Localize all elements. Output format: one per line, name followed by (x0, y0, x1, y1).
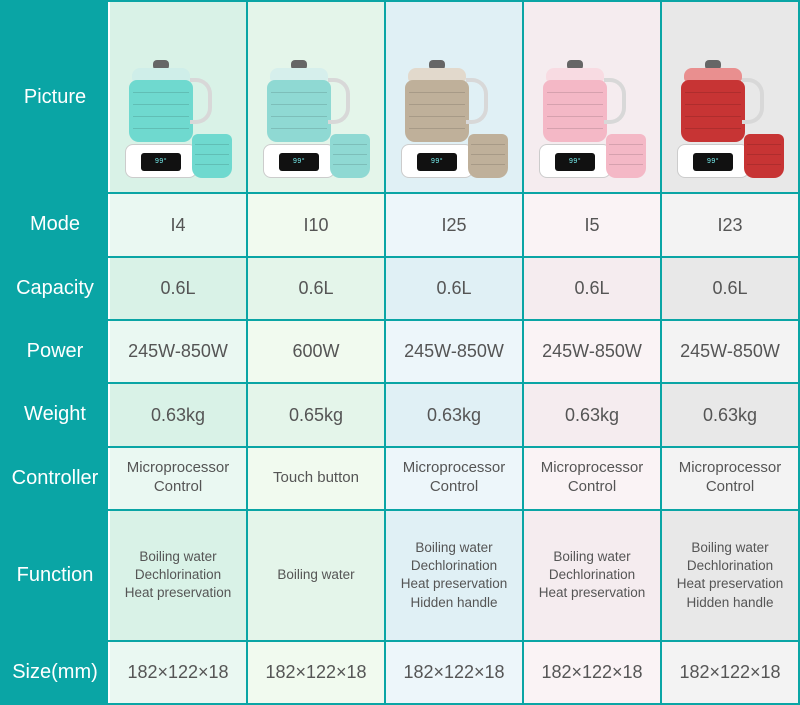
cell-capacity: 0.6L (248, 258, 386, 319)
cell-power: 245W-850W (386, 321, 524, 382)
header-weight: Weight (2, 384, 110, 445)
cup-icon (606, 128, 646, 178)
cell-controller: Microprocessor Control (386, 448, 524, 509)
cell-function: Boiling water (248, 511, 386, 640)
cup-icon (468, 128, 508, 178)
cell-power: 600W (248, 321, 386, 382)
row-power: Power 245W-850W 600W 245W-850W 245W-850W… (2, 321, 798, 384)
cell-controller: Touch button (248, 448, 386, 509)
cell-capacity: 0.6L (524, 258, 662, 319)
header-controller: Controller (2, 448, 110, 509)
cell-weight: 0.63kg (110, 384, 248, 445)
picture-cell: 99° (110, 2, 248, 192)
cell-function: Boiling water Dechlorination Heat preser… (110, 511, 248, 640)
row-picture: Picture 99° 99° 99° 99° 99° (2, 2, 798, 194)
picture-cell: 99° (662, 2, 798, 192)
cell-mode: I23 (662, 194, 798, 255)
picture-cell: 99° (248, 2, 386, 192)
cell-weight: 0.63kg (662, 384, 798, 445)
header-function: Function (2, 511, 110, 640)
header-size: Size(mm) (2, 642, 110, 703)
cell-controller: Microprocessor Control (662, 448, 798, 509)
cell-mode: I4 (110, 194, 248, 255)
row-size: Size(mm) 182×122×18 182×122×18 182×122×1… (2, 642, 798, 703)
cup-icon (330, 128, 370, 178)
cell-weight: 0.63kg (524, 384, 662, 445)
kettle-icon: 99° (400, 68, 474, 178)
cell-capacity: 0.6L (386, 258, 524, 319)
cell-size: 182×122×18 (524, 642, 662, 703)
kettle-icon: 99° (124, 68, 198, 178)
cell-controller: Microprocessor Control (524, 448, 662, 509)
cell-size: 182×122×18 (662, 642, 798, 703)
cup-icon (744, 128, 784, 178)
cell-power: 245W-850W (110, 321, 248, 382)
cell-controller: Microprocessor Control (110, 448, 248, 509)
cell-weight: 0.65kg (248, 384, 386, 445)
header-picture: Picture (2, 2, 110, 192)
header-capacity: Capacity (2, 258, 110, 319)
cell-mode: I25 (386, 194, 524, 255)
cell-mode: I5 (524, 194, 662, 255)
row-controller: Controller Microprocessor Control Touch … (2, 448, 798, 511)
cell-power: 245W-850W (524, 321, 662, 382)
cell-capacity: 0.6L (110, 258, 248, 319)
picture-cell: 99° (524, 2, 662, 192)
cell-size: 182×122×18 (248, 642, 386, 703)
cell-function: Boiling water Dechlorination Heat preser… (386, 511, 524, 640)
cell-function: Boiling water Dechlorination Heat preser… (662, 511, 798, 640)
row-mode: Mode I4 I10 I25 I5 I23 (2, 194, 798, 257)
kettle-icon: 99° (262, 68, 336, 178)
cell-weight: 0.63kg (386, 384, 524, 445)
picture-cell: 99° (386, 2, 524, 192)
cell-size: 182×122×18 (386, 642, 524, 703)
cell-capacity: 0.6L (662, 258, 798, 319)
kettle-icon: 99° (676, 68, 750, 178)
comparison-table: Picture 99° 99° 99° 99° 99° Mode I4 I10 … (0, 0, 800, 705)
cell-size: 182×122×18 (110, 642, 248, 703)
row-capacity: Capacity 0.6L 0.6L 0.6L 0.6L 0.6L (2, 258, 798, 321)
cup-icon (192, 128, 232, 178)
header-mode: Mode (2, 194, 110, 255)
kettle-icon: 99° (538, 68, 612, 178)
cell-power: 245W-850W (662, 321, 798, 382)
cell-function: Boiling water Dechlorination Heat preser… (524, 511, 662, 640)
header-power: Power (2, 321, 110, 382)
row-function: Function Boiling water Dechlorination He… (2, 511, 798, 642)
cell-mode: I10 (248, 194, 386, 255)
row-weight: Weight 0.63kg 0.65kg 0.63kg 0.63kg 0.63k… (2, 384, 798, 447)
